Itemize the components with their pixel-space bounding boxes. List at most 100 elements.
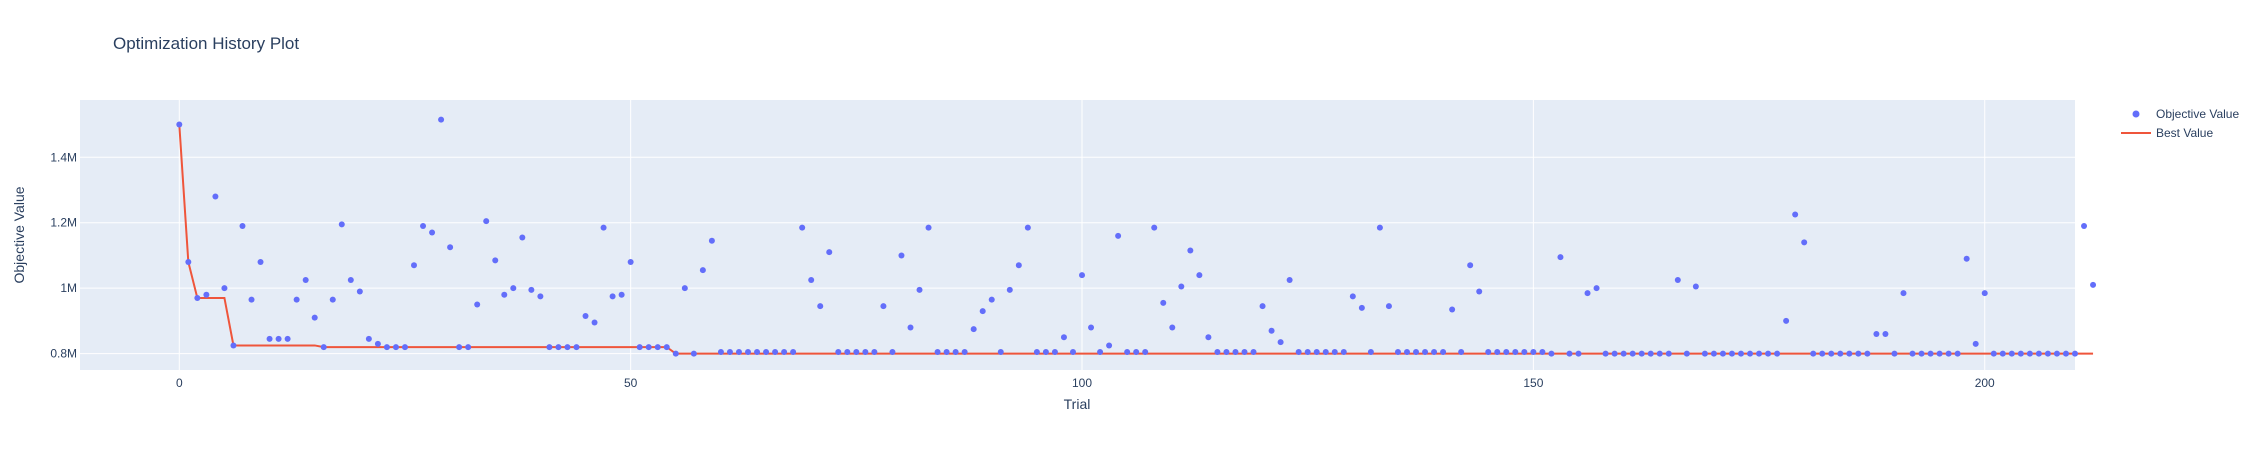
objective-point[interactable] bbox=[248, 296, 255, 303]
objective-point[interactable] bbox=[266, 335, 273, 342]
objective-point[interactable] bbox=[1846, 350, 1853, 357]
objective-point[interactable] bbox=[1512, 349, 1519, 355]
objective-point[interactable] bbox=[1467, 262, 1474, 269]
objective-point[interactable] bbox=[1440, 349, 1447, 355]
objective-point[interactable] bbox=[374, 340, 381, 347]
objective-point[interactable] bbox=[754, 349, 761, 355]
objective-point[interactable] bbox=[501, 291, 508, 298]
objective-point[interactable] bbox=[1458, 349, 1465, 355]
objective-point[interactable] bbox=[1015, 262, 1022, 269]
objective-point[interactable] bbox=[1277, 339, 1284, 346]
objective-point[interactable] bbox=[1620, 350, 1627, 357]
objective-point[interactable] bbox=[392, 344, 399, 351]
objective-point[interactable] bbox=[907, 324, 914, 331]
objective-point[interactable] bbox=[1801, 239, 1808, 246]
objective-point[interactable] bbox=[898, 252, 905, 259]
objective-point[interactable] bbox=[1557, 254, 1564, 261]
objective-point[interactable] bbox=[952, 349, 959, 355]
objective-point[interactable] bbox=[1593, 285, 1600, 292]
objective-point[interactable] bbox=[627, 259, 634, 265]
objective-point[interactable] bbox=[438, 116, 445, 123]
objective-point[interactable] bbox=[1584, 290, 1591, 297]
objective-point[interactable] bbox=[844, 349, 851, 355]
objective-point[interactable] bbox=[1738, 350, 1744, 357]
objective-point[interactable] bbox=[275, 335, 282, 342]
objective-point[interactable] bbox=[1674, 277, 1681, 283]
objective-point[interactable] bbox=[1394, 349, 1401, 355]
objective-point[interactable] bbox=[1322, 349, 1329, 355]
objective-point[interactable] bbox=[853, 349, 860, 355]
objective-point[interactable] bbox=[772, 349, 779, 355]
objective-point[interactable] bbox=[1530, 349, 1537, 355]
objective-point[interactable] bbox=[221, 285, 228, 292]
objective-point[interactable] bbox=[1106, 342, 1113, 349]
objective-point[interactable] bbox=[1449, 306, 1456, 313]
objective-point[interactable] bbox=[1151, 224, 1158, 231]
objective-point[interactable] bbox=[808, 277, 815, 283]
objective-point[interactable] bbox=[1169, 324, 1176, 331]
objective-point[interactable] bbox=[2081, 223, 2088, 229]
objective-point[interactable] bbox=[934, 349, 941, 355]
objective-point[interactable] bbox=[230, 342, 237, 349]
objective-point[interactable] bbox=[1882, 331, 1889, 337]
objective-point[interactable] bbox=[1006, 286, 1013, 293]
objective-point[interactable] bbox=[284, 335, 291, 342]
objective-point[interactable] bbox=[988, 296, 995, 303]
objective-point[interactable] bbox=[365, 335, 372, 342]
objective-point[interactable] bbox=[239, 223, 246, 229]
objective-point[interactable] bbox=[356, 288, 363, 295]
objective-point[interactable] bbox=[1566, 350, 1573, 357]
objective-point[interactable] bbox=[591, 319, 598, 326]
objective-point[interactable] bbox=[871, 349, 878, 355]
objective-point[interactable] bbox=[1855, 350, 1862, 357]
objective-point[interactable] bbox=[456, 344, 463, 351]
objective-point[interactable] bbox=[1331, 349, 1338, 355]
objective-point[interactable] bbox=[2008, 350, 2015, 357]
objective-point[interactable] bbox=[1747, 350, 1754, 357]
objective-point[interactable] bbox=[1602, 350, 1609, 357]
objective-point[interactable] bbox=[1710, 350, 1717, 357]
objective-point[interactable] bbox=[735, 349, 742, 355]
objective-point[interactable] bbox=[1611, 350, 1618, 357]
objective-point[interactable] bbox=[528, 286, 535, 293]
objective-point[interactable] bbox=[546, 344, 553, 351]
objective-point[interactable] bbox=[1178, 283, 1185, 290]
objective-point[interactable] bbox=[1304, 349, 1311, 355]
objective-point[interactable] bbox=[465, 344, 472, 351]
objective-point[interactable] bbox=[1683, 350, 1690, 357]
objective-point[interactable] bbox=[1647, 350, 1654, 357]
objective-point[interactable] bbox=[1313, 349, 1320, 355]
objective-point[interactable] bbox=[1494, 349, 1501, 355]
objective-point[interactable] bbox=[1024, 224, 1031, 231]
objective-point[interactable] bbox=[492, 257, 499, 264]
objective-point[interactable] bbox=[1719, 350, 1726, 357]
objective-point[interactable] bbox=[1431, 349, 1438, 355]
objective-point[interactable] bbox=[699, 267, 706, 274]
objective-point[interactable] bbox=[1358, 304, 1365, 311]
objective-point[interactable] bbox=[1196, 272, 1203, 279]
objective-point[interactable] bbox=[654, 344, 661, 351]
objective-point[interactable] bbox=[176, 121, 183, 128]
objective-point[interactable] bbox=[943, 349, 950, 355]
objective-point[interactable] bbox=[609, 293, 616, 300]
objective-point[interactable] bbox=[1142, 349, 1149, 355]
objective-point[interactable] bbox=[708, 237, 715, 244]
objective-point[interactable] bbox=[1864, 350, 1871, 357]
objective-point[interactable] bbox=[997, 349, 1004, 355]
objective-point[interactable] bbox=[1214, 349, 1221, 355]
objective-point[interactable] bbox=[2035, 350, 2042, 357]
objective-point[interactable] bbox=[681, 285, 688, 292]
objective-point[interactable] bbox=[970, 326, 977, 333]
objective-point[interactable] bbox=[1033, 349, 1040, 355]
objective-point[interactable] bbox=[411, 262, 417, 269]
objective-point[interactable] bbox=[420, 223, 427, 229]
objective-point[interactable] bbox=[573, 344, 580, 351]
objective-point[interactable] bbox=[1918, 350, 1925, 357]
objective-point[interactable] bbox=[799, 224, 806, 231]
objective-point[interactable] bbox=[2026, 350, 2033, 357]
objective-point[interactable] bbox=[1286, 277, 1293, 283]
objective-point[interactable] bbox=[880, 303, 887, 310]
objective-point[interactable] bbox=[1503, 349, 1510, 355]
objective-point[interactable] bbox=[1810, 350, 1817, 357]
objective-point[interactable] bbox=[1232, 349, 1239, 355]
